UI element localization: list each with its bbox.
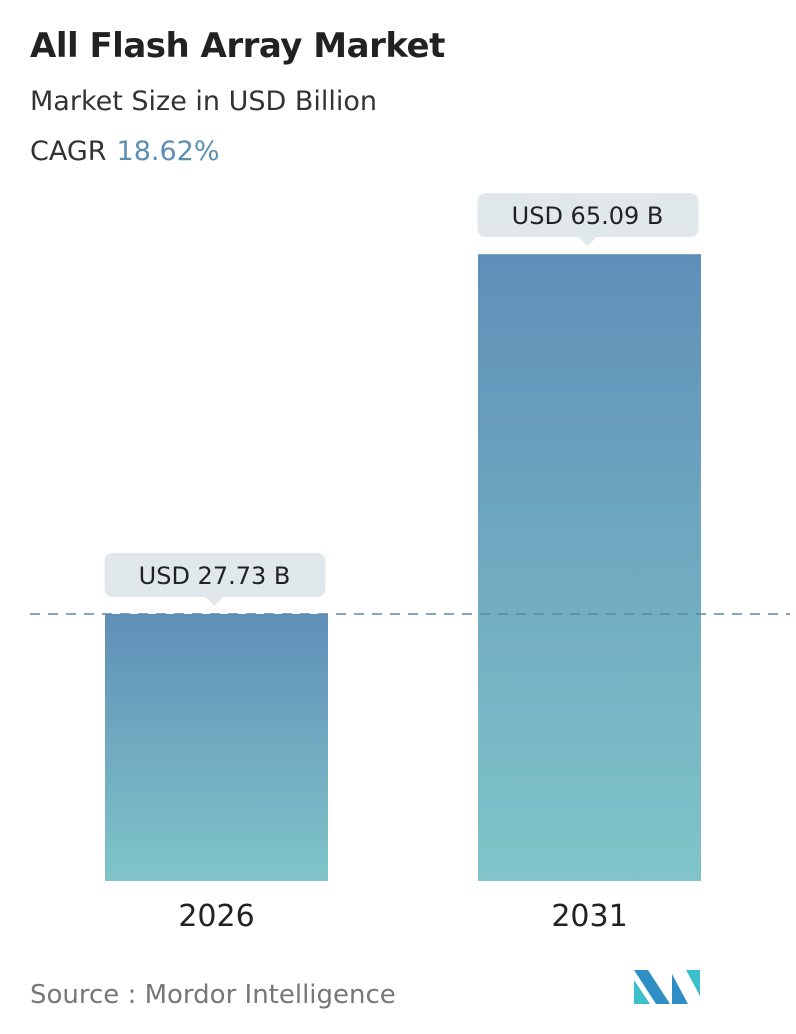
- chart-title: All Flash Array Market: [30, 26, 445, 66]
- data-label-bg: [104, 552, 326, 597]
- bar-2026: [105, 613, 328, 881]
- x-tick-label: 2031: [551, 899, 627, 934]
- data-label-pointer: [205, 596, 224, 606]
- bar-2031: [478, 254, 701, 882]
- bar-chart: USD 27.73 B 2026 USD 65.09 B 2031: [30, 193, 790, 934]
- cagr: CAGR 18.62%: [30, 136, 219, 167]
- x-tick-label: 2026: [178, 899, 254, 934]
- source-text: Source : Mordor Intelligence: [30, 980, 396, 1010]
- data-label: USD 65.09 B: [512, 202, 664, 230]
- mordor-logo-icon: [634, 970, 700, 1004]
- cagr-value: 18.62%: [116, 136, 220, 167]
- data-label-bg: [477, 193, 699, 238]
- chart-subtitle: Market Size in USD Billion: [30, 86, 378, 117]
- data-label-pointer: [578, 237, 597, 247]
- data-label: USD 27.73 B: [139, 562, 291, 590]
- cagr-label: CAGR: [30, 136, 107, 167]
